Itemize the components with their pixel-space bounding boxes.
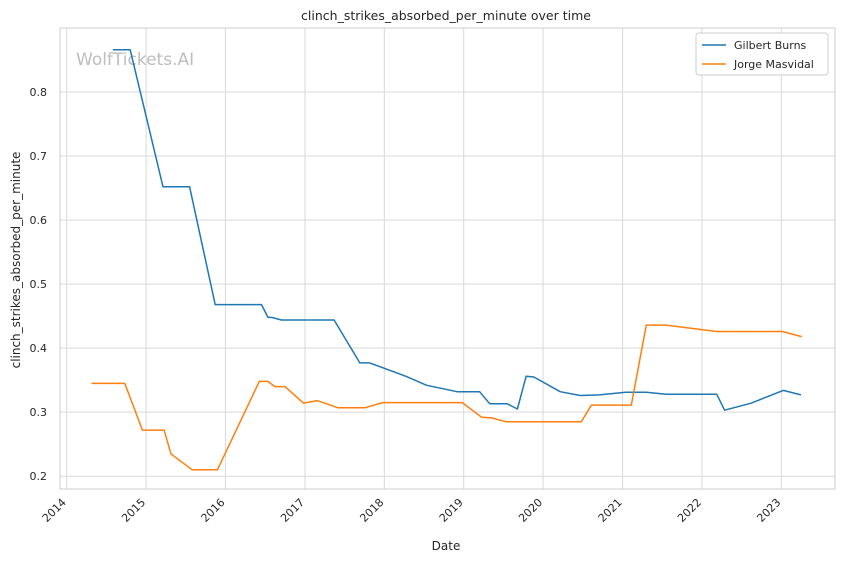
legend: Gilbert Burns Jorge Masvidal (695, 32, 829, 76)
grid (60, 28, 835, 489)
x-axis-label: Date (432, 539, 461, 553)
y-tick-label: 0.7 (30, 150, 48, 163)
y-tick-label: 0.4 (30, 342, 48, 355)
y-tick-label: 0.5 (30, 278, 48, 291)
series-line-1 (91, 324, 802, 471)
y-tick-label: 0.3 (30, 406, 48, 419)
y-tick-label: 0.8 (30, 86, 48, 99)
y-axis-label: clinch_strikes_absorbed_per_minute (9, 152, 23, 369)
legend-label: Jorge Masvidal (733, 58, 814, 71)
watermark: WolfTickets.AI (76, 50, 194, 70)
legend-label: Gilbert Burns (734, 39, 807, 52)
y-tick-label: 0.6 (30, 214, 48, 227)
y-tick-label: 0.2 (30, 470, 48, 483)
series-line-0 (112, 49, 802, 411)
plot-frame (59, 27, 836, 490)
legend-box (695, 32, 829, 76)
chart-title: clinch_strikes_absorbed_per_minute over … (301, 8, 591, 23)
series-lines (91, 49, 802, 471)
